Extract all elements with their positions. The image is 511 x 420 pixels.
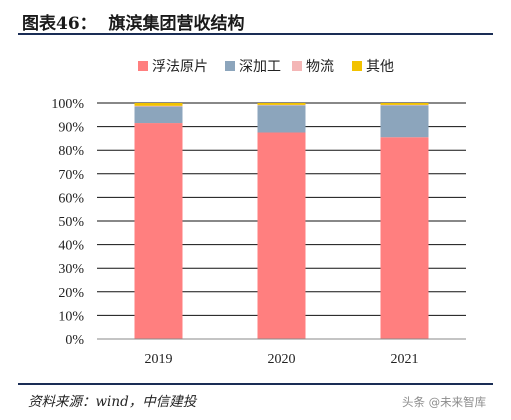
y-tick-label: 60% — [58, 191, 84, 206]
legend-swatch — [292, 61, 302, 71]
stacked-bar-chart: 浮法原片 深加工 物流 其他 0% 10% 20% 30% 40% 50% 60% 70% 80% 90… — [51, 59, 466, 367]
footer-divider — [18, 383, 493, 385]
y-tick-label: 90% — [58, 121, 84, 136]
bar-segment-2021-3 — [380, 103, 429, 105]
x-tick-label: 2021 — [391, 352, 419, 367]
bar-segment-2020-1 — [257, 105, 306, 133]
legend-item: 浮法原片 — [138, 59, 208, 75]
bar-segment-2019-1 — [134, 106, 183, 124]
y-tick-label: 40% — [58, 239, 84, 254]
y-tick-label: 10% — [58, 309, 84, 324]
y-axis-ticks: 0% 10% 20% 30% 40% 50% 60% 70% 80% 90% 100% — [51, 97, 84, 348]
legend-item: 其他 — [352, 59, 394, 75]
y-tick-label: 70% — [58, 168, 84, 183]
bar-segment-2021-1 — [380, 105, 429, 138]
legend-swatch — [352, 61, 362, 71]
y-tick-label: 0% — [65, 333, 84, 348]
legend-item: 物流 — [292, 59, 334, 75]
y-tick-label: 100% — [51, 97, 84, 112]
bar-segment-2019-3 — [134, 103, 183, 106]
watermark-text: 头条 @未来智库 — [402, 395, 487, 409]
bar-segment-2020-0 — [257, 132, 306, 339]
chart-legend: 浮法原片 深加工 物流 其他 — [138, 59, 394, 75]
x-axis-ticks: 2019 2020 2021 — [145, 352, 419, 367]
legend-swatch — [138, 61, 148, 71]
x-tick-label: 2020 — [268, 352, 296, 367]
y-tick-label: 20% — [58, 286, 84, 301]
chart-bars — [134, 103, 429, 339]
source-note: 资料来源：wind，中信建投 — [28, 394, 197, 410]
title-bar: 图表46： 旗滨集团营收结构 — [0, 0, 511, 38]
chart-title: 图表46： 旗滨集团营收结构 — [22, 14, 245, 34]
y-tick-label: 80% — [58, 144, 84, 159]
legend-label: 其他 — [366, 59, 394, 75]
legend-item: 深加工 — [225, 59, 281, 75]
x-tick-label: 2019 — [145, 352, 173, 367]
y-tick-label: 50% — [58, 215, 84, 230]
bar-segment-2019-2 — [134, 105, 183, 107]
legend-label: 物流 — [306, 59, 334, 75]
legend-swatch — [225, 61, 235, 71]
bar-segment-2021-0 — [380, 137, 429, 339]
legend-label: 浮法原片 — [152, 59, 208, 75]
bar-segment-2019-0 — [134, 123, 183, 339]
bar-segment-2020-3 — [257, 103, 306, 105]
y-tick-label: 30% — [58, 262, 84, 277]
legend-label: 深加工 — [239, 59, 281, 75]
title-divider — [18, 33, 493, 35]
